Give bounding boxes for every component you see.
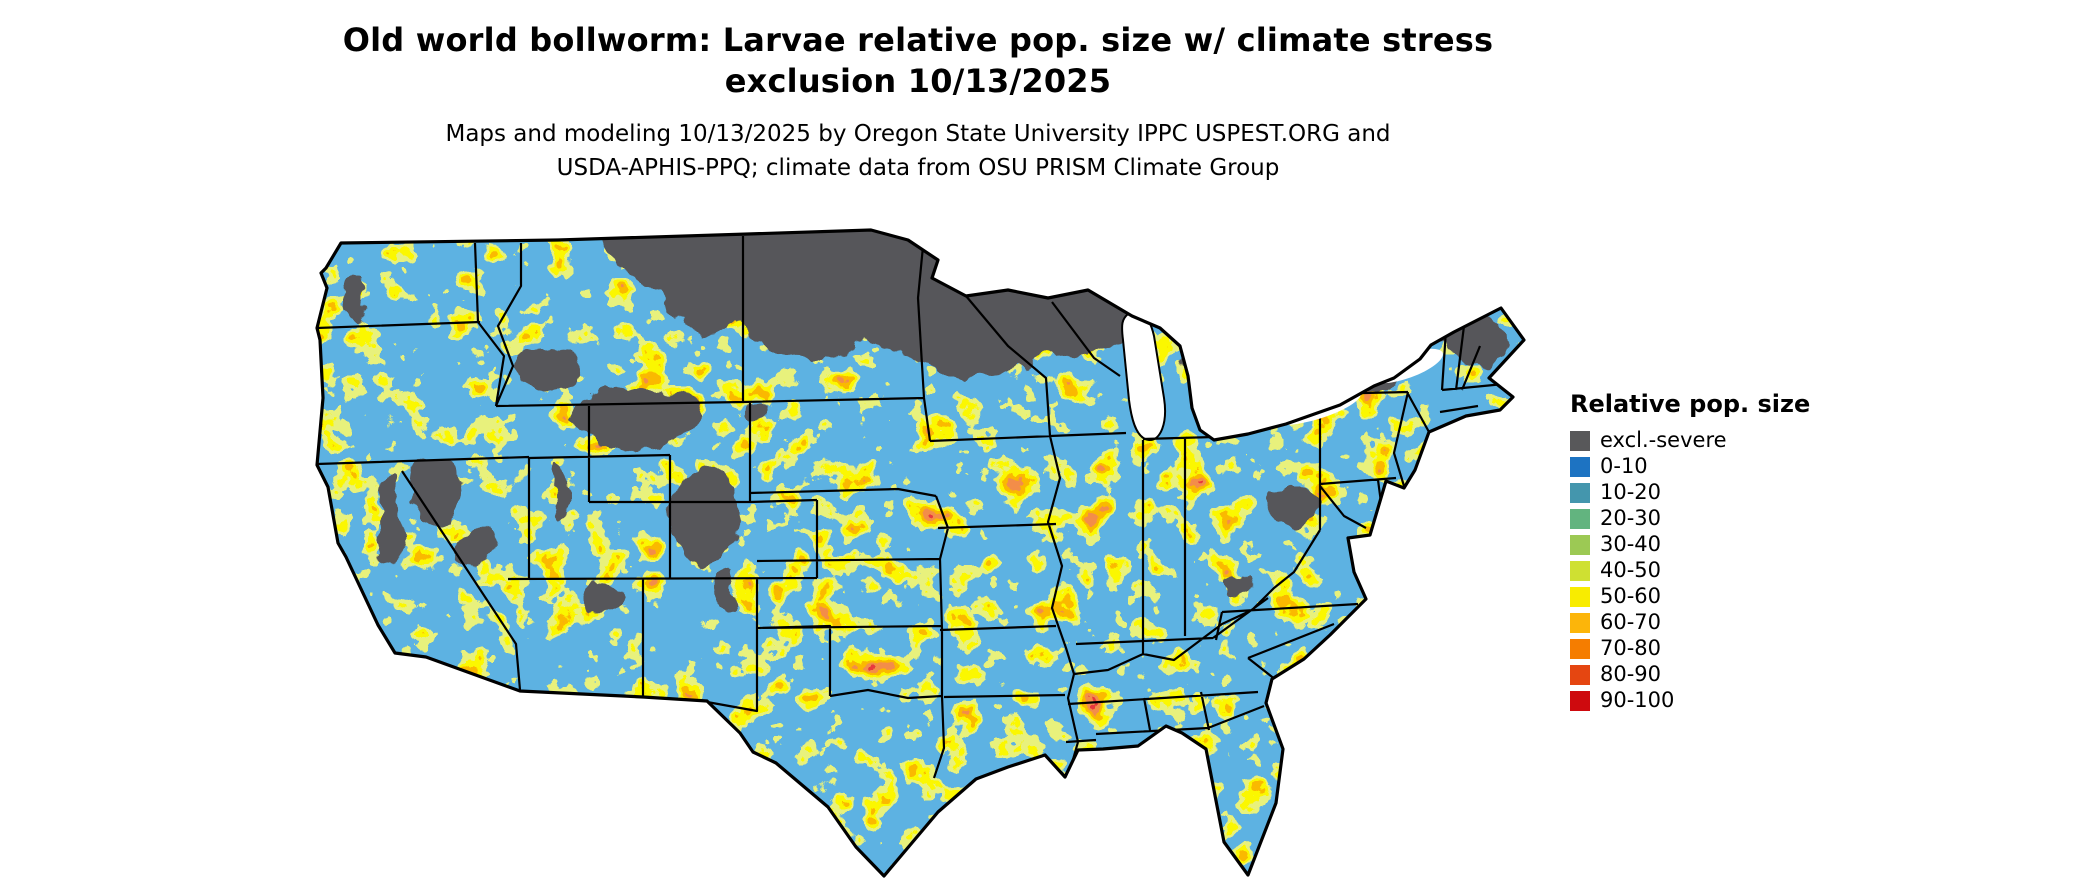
legend-item: 90-100 bbox=[1570, 690, 1850, 711]
legend-swatch bbox=[1570, 612, 1590, 633]
subtitle-line1: Maps and modeling 10/13/2025 by Oregon S… bbox=[445, 121, 1391, 147]
legend-item: excl.-severe bbox=[1570, 430, 1850, 451]
legend-swatch bbox=[1570, 482, 1590, 503]
legend-label: 40-50 bbox=[1600, 558, 1662, 582]
legend-swatch bbox=[1570, 534, 1590, 555]
legend-swatch bbox=[1570, 508, 1590, 529]
legend-label: 50-60 bbox=[1600, 584, 1662, 608]
page-title-line2: exclusion 10/13/2025 bbox=[724, 62, 1112, 100]
legend-item: 80-90 bbox=[1570, 664, 1850, 685]
legend-swatch bbox=[1570, 638, 1590, 659]
legend-label: 0-10 bbox=[1600, 454, 1648, 478]
legend-items: excl.-severe 0-10 10-20 20-30 30-40 40-5… bbox=[1570, 430, 1850, 711]
legend-item: 20-30 bbox=[1570, 508, 1850, 529]
legend-swatch bbox=[1570, 456, 1590, 477]
legend-item: 60-70 bbox=[1570, 612, 1850, 633]
state-borders bbox=[317, 235, 1505, 779]
legend-item: 40-50 bbox=[1570, 560, 1850, 581]
lake-huron bbox=[1178, 285, 1262, 341]
legend-item: 10-20 bbox=[1570, 482, 1850, 503]
us-map bbox=[308, 228, 1528, 888]
us-outline bbox=[315, 228, 1526, 878]
legend-label: 20-30 bbox=[1600, 506, 1662, 530]
legend-swatch bbox=[1570, 664, 1590, 685]
legend-label: 30-40 bbox=[1600, 532, 1662, 556]
legend-label: 70-80 bbox=[1600, 636, 1662, 660]
legend-label: 80-90 bbox=[1600, 662, 1662, 686]
legend-label: excl.-severe bbox=[1600, 428, 1727, 452]
header: Old world bollworm: Larvae relative pop.… bbox=[308, 20, 1528, 185]
legend-item: 30-40 bbox=[1570, 534, 1850, 555]
legend-item: 0-10 bbox=[1570, 456, 1850, 477]
legend: Relative pop. size excl.-severe 0-10 10-… bbox=[1570, 390, 1850, 716]
legend-title: Relative pop. size bbox=[1570, 390, 1811, 418]
legend-label: 90-100 bbox=[1600, 688, 1675, 712]
legend-item: 50-60 bbox=[1570, 586, 1850, 607]
us-map-svg bbox=[315, 228, 1526, 878]
page-title-line1: Old world bollworm: Larvae relative pop.… bbox=[342, 21, 1494, 59]
legend-label: 60-70 bbox=[1600, 610, 1662, 634]
legend-swatch bbox=[1570, 560, 1590, 581]
legend-label: 10-20 bbox=[1600, 480, 1662, 504]
lake-erie bbox=[1264, 386, 1362, 426]
legend-swatch bbox=[1570, 430, 1590, 451]
legend-swatch bbox=[1570, 586, 1590, 607]
lake-ontario bbox=[1371, 348, 1443, 384]
subtitle-line2: USDA-APHIS-PPQ; climate data from OSU PR… bbox=[556, 155, 1280, 181]
subtitle: Maps and modeling 10/13/2025 by Oregon S… bbox=[308, 117, 1528, 185]
legend-swatch bbox=[1570, 690, 1590, 711]
legend-item: 70-80 bbox=[1570, 638, 1850, 659]
